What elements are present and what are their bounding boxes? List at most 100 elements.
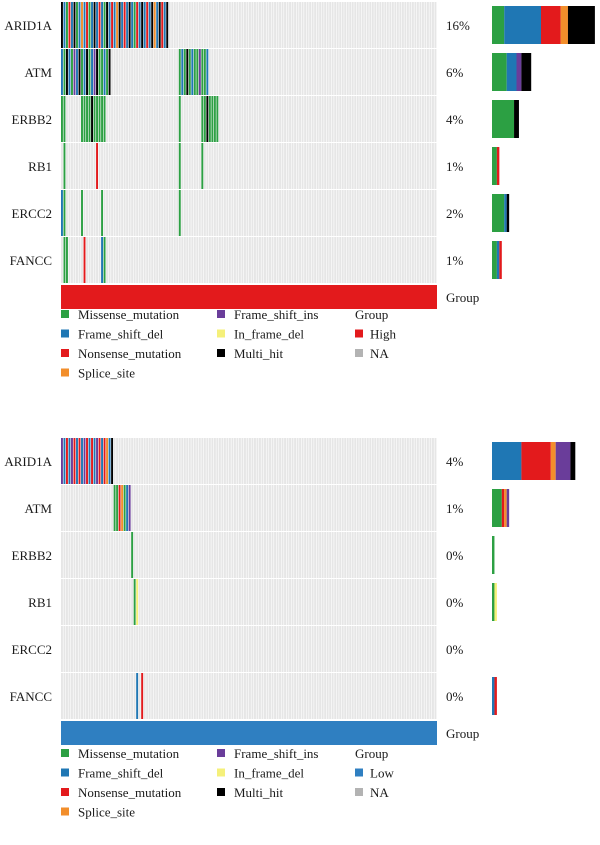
empty-cell <box>178 485 181 531</box>
empty-cell <box>301 532 304 578</box>
legend-swatch <box>217 749 225 757</box>
empty-cell <box>306 626 309 672</box>
empty-cell <box>188 626 191 672</box>
empty-cell <box>361 2 364 48</box>
empty-cell <box>414 485 417 531</box>
empty-cell <box>334 143 337 189</box>
empty-cell <box>359 438 362 484</box>
empty-cell <box>131 626 134 672</box>
mutation-cell-nonsense-mutation <box>146 2 149 48</box>
empty-cell <box>299 532 302 578</box>
empty-cell <box>108 579 111 625</box>
empty-cell <box>304 96 307 142</box>
empty-cell <box>321 438 324 484</box>
mutation-cell-missense-mutation <box>63 143 66 189</box>
empty-cell <box>419 626 422 672</box>
empty-cell <box>111 96 114 142</box>
empty-cell <box>354 626 357 672</box>
empty-cell <box>76 96 78 142</box>
empty-cell <box>193 579 196 625</box>
empty-cell <box>156 49 159 95</box>
empty-cell <box>151 237 154 283</box>
empty-cell <box>324 485 327 531</box>
empty-cell <box>391 143 394 189</box>
empty-cell <box>254 237 256 283</box>
mutation-cell-frame-shift-ins <box>128 485 131 531</box>
empty-cell <box>286 2 289 48</box>
mutation-cell-frame-shift-del <box>181 49 184 95</box>
empty-cell <box>369 532 372 578</box>
empty-cell <box>279 49 281 95</box>
empty-cell <box>221 96 224 142</box>
empty-cell <box>133 143 136 189</box>
mutation-cell-missense-mutation <box>103 237 106 283</box>
empty-cell <box>216 190 219 236</box>
empty-cell <box>151 190 154 236</box>
empty-cell <box>153 532 156 578</box>
empty-cell <box>118 237 121 283</box>
empty-cell <box>66 190 68 236</box>
empty-cell <box>221 49 224 95</box>
empty-cell <box>289 673 292 719</box>
empty-cell <box>331 532 334 578</box>
empty-cell <box>419 485 422 531</box>
empty-cell <box>216 485 219 531</box>
bar-segment-nonsense-mutation <box>496 147 500 185</box>
mutation-cell-multi-hit <box>128 2 131 48</box>
empty-cell <box>324 2 327 48</box>
empty-cell <box>301 626 304 672</box>
empty-cell <box>251 626 254 672</box>
empty-cell <box>83 143 86 189</box>
empty-cell <box>166 438 169 484</box>
gene-row-fancc: FANCC 1% <box>10 237 502 283</box>
empty-cell <box>254 143 256 189</box>
bar-segment-nonsense-mutation <box>494 677 497 715</box>
empty-cell <box>274 673 276 719</box>
empty-cell <box>411 96 414 142</box>
empty-cell <box>274 190 276 236</box>
empty-cell <box>183 237 186 283</box>
empty-cell <box>274 237 276 283</box>
empty-cell <box>354 673 357 719</box>
empty-cell <box>141 96 144 142</box>
empty-cell <box>266 49 269 95</box>
empty-cell <box>198 485 201 531</box>
empty-cell <box>206 190 209 236</box>
empty-cell <box>309 673 312 719</box>
empty-cell <box>391 2 394 48</box>
empty-cell <box>321 485 324 531</box>
empty-cell <box>294 438 297 484</box>
empty-cell <box>376 96 379 142</box>
empty-cell <box>256 579 259 625</box>
empty-cell <box>128 237 131 283</box>
empty-cell <box>186 579 189 625</box>
empty-cell <box>276 532 279 578</box>
empty-cell <box>101 626 104 672</box>
empty-cell <box>399 237 402 283</box>
empty-cell <box>136 190 139 236</box>
empty-cell <box>329 96 332 142</box>
empty-cell <box>126 49 129 95</box>
empty-cell <box>341 626 344 672</box>
empty-cell <box>101 143 104 189</box>
empty-cell <box>344 96 347 142</box>
empty-cell <box>96 579 98 625</box>
empty-cell <box>264 579 266 625</box>
empty-cell <box>336 96 339 142</box>
empty-cell <box>384 96 387 142</box>
legend-group-title: Group <box>355 307 388 322</box>
empty-cell <box>256 49 259 95</box>
empty-cell <box>354 532 357 578</box>
empty-cell <box>269 626 271 672</box>
empty-cell <box>238 579 241 625</box>
empty-cell <box>271 673 274 719</box>
empty-cell <box>306 237 309 283</box>
empty-cell <box>146 49 149 95</box>
empty-cell <box>78 485 81 531</box>
empty-cell <box>143 485 146 531</box>
bar-segment-splice-site <box>550 442 556 480</box>
mutation-cell-missense-mutation <box>81 190 83 236</box>
empty-cell <box>61 579 63 625</box>
empty-cell <box>221 579 224 625</box>
empty-cell <box>396 438 399 484</box>
